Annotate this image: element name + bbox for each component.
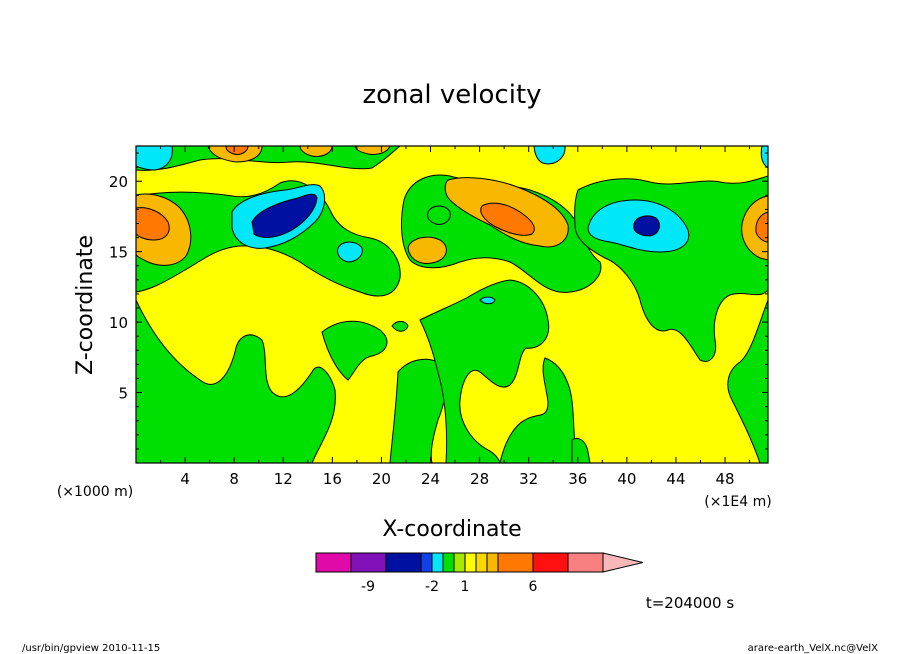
colorbar-tick-label: 1 <box>461 579 470 595</box>
colorbar-cell <box>475 552 488 573</box>
colorbar-cell <box>420 552 433 573</box>
x-scale-note: (×1E4 m) <box>704 494 771 510</box>
contour-green-top <box>136 146 401 171</box>
x-axis-label: X-coordinate <box>382 517 521 542</box>
x-unit-label: (×1000 m) <box>57 484 133 500</box>
colorbar: -9 -2 1 6 <box>315 552 644 595</box>
chart-title: zonal velocity <box>362 80 541 110</box>
y-axis: 5 10 15 20 <box>109 152 768 450</box>
contour-green-patch-a <box>427 205 451 225</box>
x-tick-label: 24 <box>421 470 440 488</box>
colorbar-cell <box>431 552 444 573</box>
contour-lightblue-small <box>337 241 363 263</box>
contour-green-far-right <box>727 299 768 463</box>
colorbar-tick-label: -2 <box>425 579 439 595</box>
y-axis-label: Z-coordinate <box>73 235 98 375</box>
colorbar-cell <box>442 552 455 573</box>
contour-blue-west-core <box>251 193 318 238</box>
x-tick-label: 36 <box>568 470 587 488</box>
x-tick-label: 16 <box>323 470 342 488</box>
contour-deeporange-right <box>755 211 768 243</box>
colorbar-cell <box>532 552 569 573</box>
contour-deeporange-center <box>480 202 535 236</box>
x-tick-label: 12 <box>274 470 293 488</box>
contour-orange-small <box>407 236 447 264</box>
plot-area <box>136 146 768 463</box>
footer-left: /usr/bin/gpview 2010-11-15 <box>22 643 160 654</box>
y-tick-label: 15 <box>109 244 128 262</box>
contour-lightblue-top-mid <box>533 146 566 165</box>
x-tick-label: 48 <box>716 470 735 488</box>
x-tick-label: 40 <box>617 470 636 488</box>
colorbar-cell <box>486 552 499 573</box>
contour-orange-right <box>741 195 768 261</box>
colorbar-cell <box>315 552 352 573</box>
contour-lightblue-top-right <box>760 146 768 169</box>
colorbar-cell <box>385 552 422 573</box>
contour-blue-east-core <box>633 215 660 237</box>
x-tick-label: 28 <box>470 470 489 488</box>
contour-green-bottom-right <box>499 357 579 463</box>
x-tick-label: 8 <box>229 470 239 488</box>
footer-right: arare-earth_VelX.nc@VelX <box>748 643 879 654</box>
x-tick-label: 4 <box>180 470 190 488</box>
y-tick-label: 20 <box>109 173 128 191</box>
contour-deeporange-left <box>136 207 170 241</box>
y-tick-label: 5 <box>118 385 128 403</box>
x-axis: 4 8 12 16 20 24 28 32 36 40 44 48 <box>160 146 751 488</box>
time-label: t=204000 s <box>646 594 734 612</box>
colorbar-tick-label: -9 <box>361 579 375 595</box>
contour-green-mid <box>321 320 388 381</box>
colorbar-cell <box>567 552 604 573</box>
x-tick-label: 32 <box>519 470 538 488</box>
contour-lightblue-tiny <box>479 296 496 305</box>
x-tick-label: 44 <box>666 470 685 488</box>
y-tick-label: 10 <box>109 314 128 332</box>
contour-green-bottom-center <box>389 358 447 463</box>
colorbar-cell <box>464 552 477 573</box>
colorbar-tick-label: 6 <box>529 579 538 595</box>
colorbar-cell <box>453 552 466 573</box>
plot-frame <box>135 145 769 464</box>
contour-green-bottom-mid <box>419 279 550 463</box>
contour-deeporange-top <box>225 146 249 155</box>
x-tick-label: 20 <box>372 470 391 488</box>
contour-green-bottom-far <box>571 438 591 463</box>
colorbar-extend-arrow <box>602 552 644 573</box>
contour-green-left <box>136 299 336 463</box>
colorbar-cell <box>497 552 534 573</box>
colorbar-cell <box>350 552 387 573</box>
contour-green-patch-b <box>391 321 409 332</box>
